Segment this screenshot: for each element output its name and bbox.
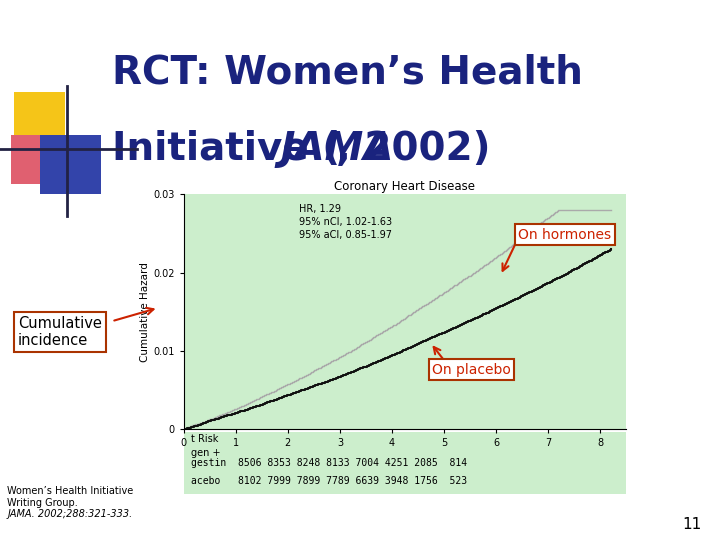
Text: On hormones: On hormones	[518, 228, 611, 242]
Text: Writing Group.: Writing Group.	[7, 498, 78, 508]
Text: gestin  8506 8353 8248 8133 7004 4251 2085  814: gestin 8506 8353 8248 8133 7004 4251 208…	[191, 458, 467, 468]
Text: t Risk: t Risk	[191, 434, 218, 444]
Text: RCT: Women’s Health: RCT: Women’s Health	[112, 54, 582, 92]
Title: Coronary Heart Disease: Coronary Heart Disease	[335, 180, 475, 193]
Y-axis label: Cumulative Hazard: Cumulative Hazard	[140, 262, 150, 362]
Text: Cumulative
incidence: Cumulative incidence	[18, 316, 102, 348]
Text: JAMA. 2002;288:321-333.: JAMA. 2002;288:321-333.	[7, 509, 132, 519]
Text: On placebo: On placebo	[432, 363, 511, 377]
Text: acebo   8102 7999 7899 7789 6639 3948 1756  523: acebo 8102 7999 7899 7789 6639 3948 1756…	[191, 476, 467, 487]
Text: HR, 1.29
95% nCI, 1.02-1.63
95% aCI, 0.85-1.97: HR, 1.29 95% nCI, 1.02-1.63 95% aCI, 0.8…	[299, 204, 392, 240]
Text: , 2002): , 2002)	[336, 130, 491, 167]
Text: 11: 11	[683, 517, 702, 532]
Text: JAMA: JAMA	[281, 130, 394, 167]
Text: gen +: gen +	[191, 448, 220, 458]
Text: Women’s Health Initiative: Women’s Health Initiative	[7, 486, 133, 496]
Text: Initiative (: Initiative (	[112, 130, 340, 167]
